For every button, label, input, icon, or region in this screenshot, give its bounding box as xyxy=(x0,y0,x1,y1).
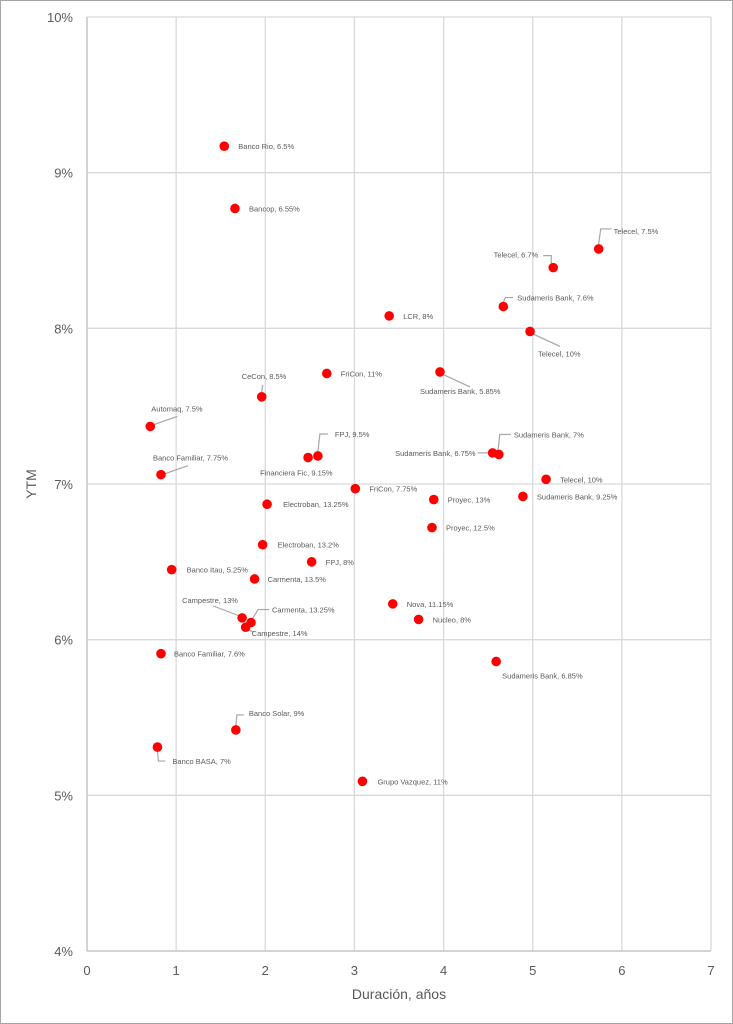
data-label: Carmenta, 13.5% xyxy=(268,575,327,584)
data-point xyxy=(306,557,317,567)
data-label: Bancop, 6.55% xyxy=(249,204,300,213)
data-label: Telecel, 10% xyxy=(560,475,603,484)
data-point xyxy=(427,522,437,533)
data-point xyxy=(231,725,241,735)
data-label: Telecel, 10% xyxy=(538,349,581,358)
data-label: Banco Solar, 9% xyxy=(249,709,305,718)
data-point xyxy=(152,742,163,752)
data-label: Proyec, 13% xyxy=(448,496,491,505)
data-point xyxy=(548,262,559,273)
data-point xyxy=(321,368,332,379)
data-label: FPJ, 9.5% xyxy=(335,430,370,439)
data-point xyxy=(145,421,156,432)
data-point xyxy=(384,311,394,321)
data-point xyxy=(518,491,528,502)
x-axis-ticks: 0 1 2 3 4 5 6 7 xyxy=(83,963,714,978)
data-label: Sudameris Bank, 9.25% xyxy=(537,492,618,501)
data-point xyxy=(435,367,445,377)
leader-line xyxy=(529,330,561,347)
data-point xyxy=(593,244,604,254)
data-point xyxy=(156,648,166,659)
y-axis-title: YTM xyxy=(23,469,39,499)
data-label: Campestre, 14% xyxy=(252,629,308,638)
data-point xyxy=(413,614,424,625)
y-tick-label: 4% xyxy=(54,944,73,959)
data-label: Banco Itau, 5.25% xyxy=(187,566,249,575)
data-label: Campestre, 13% xyxy=(182,596,238,605)
y-tick-label: 5% xyxy=(54,788,73,803)
data-label: Banco Familiar, 7.75% xyxy=(153,454,228,463)
data-point xyxy=(230,203,240,214)
data-label: Telecel, 6.7% xyxy=(494,251,539,260)
data-label: Proyec, 12.5% xyxy=(446,524,495,533)
data-point xyxy=(249,574,260,584)
x-tick-label: 5 xyxy=(529,963,536,978)
data-label: Carmenta, 13.25% xyxy=(272,606,335,615)
y-tick-label: 10% xyxy=(47,10,73,25)
data-label: Sudameris Bank, 5.85% xyxy=(420,387,501,396)
data-point xyxy=(257,539,268,550)
data-label: Telecel, 7.5% xyxy=(614,227,659,236)
data-label: CeCon, 8.5% xyxy=(242,372,287,381)
data-point xyxy=(256,392,267,402)
data-label: Banco BASA, 7% xyxy=(172,757,231,766)
x-tick-label: 3 xyxy=(351,963,358,978)
data-point xyxy=(498,301,509,312)
data-point xyxy=(357,776,368,787)
data-label: Electroban, 13.2% xyxy=(278,541,340,550)
data-point xyxy=(156,469,166,480)
data-point xyxy=(262,499,272,510)
data-point xyxy=(491,656,501,667)
x-tick-label: 4 xyxy=(440,963,447,978)
data-label: Sudameris Bank, 6.75% xyxy=(395,449,476,458)
data-point xyxy=(313,451,323,461)
data-label: FriCon, 11% xyxy=(341,369,382,378)
data-label: Electroban, 13.25% xyxy=(283,500,349,509)
data-label: FPJ, 8% xyxy=(326,558,355,567)
x-tick-label: 2 xyxy=(262,963,269,978)
data-points xyxy=(145,141,604,787)
x-tick-label: 7 xyxy=(707,963,714,978)
data-label: Banco Rio, 6.5% xyxy=(238,142,294,151)
gridlines xyxy=(86,16,712,952)
data-label: Nucleo, 8% xyxy=(433,615,472,624)
data-point xyxy=(428,494,439,505)
x-tick-label: 1 xyxy=(173,963,180,978)
data-point xyxy=(494,449,504,460)
y-tick-label: 6% xyxy=(54,633,73,648)
y-tick-label: 9% xyxy=(54,166,73,181)
data-label: Sudameris Bank, 7% xyxy=(514,430,584,439)
x-tick-label: 0 xyxy=(83,963,90,978)
data-label: Financiera Fic, 9.15% xyxy=(260,469,333,478)
x-axis-title: Duración, años xyxy=(352,986,446,1002)
data-label: Sudameris Bank, 6.85% xyxy=(502,671,583,680)
data-point xyxy=(525,326,535,337)
y-axis-ticks: 4% 5% 6% 7% 8% 9% 10% xyxy=(47,10,73,959)
data-label: Sudameris Bank, 7.6% xyxy=(517,294,594,303)
data-point xyxy=(240,622,251,633)
data-label: Banco Familiar, 7.6% xyxy=(174,650,245,659)
data-label: Grupo Vazquez, 11% xyxy=(377,777,448,786)
data-labels: Banco Rio, 6.5% Bancop, 6.55% Telecel, 7.5… xyxy=(151,142,658,786)
data-point xyxy=(387,599,398,609)
data-point xyxy=(303,452,313,463)
data-point xyxy=(237,613,247,623)
y-tick-label: 8% xyxy=(54,321,73,336)
data-label: LCR, 8% xyxy=(403,312,433,321)
data-label: Nova, 11.15% xyxy=(407,600,454,609)
data-label: Automaq, 7.5% xyxy=(151,404,203,413)
leader-line xyxy=(439,371,471,388)
data-label: FriCon, 7.75% xyxy=(369,485,417,494)
y-tick-label: 7% xyxy=(54,477,73,492)
data-point xyxy=(541,474,551,485)
data-point xyxy=(219,141,230,152)
data-point xyxy=(350,483,361,494)
data-point xyxy=(166,564,177,575)
x-tick-label: 6 xyxy=(618,963,625,978)
